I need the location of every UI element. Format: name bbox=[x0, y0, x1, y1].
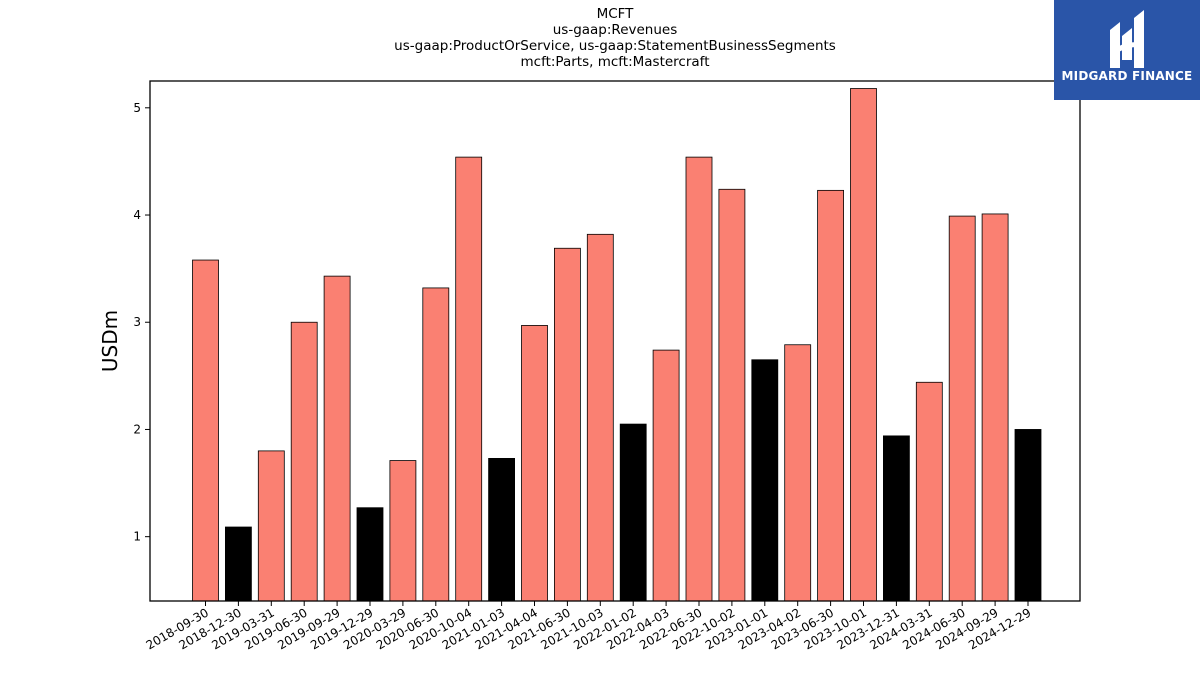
bar-2023-01-01 bbox=[751, 359, 779, 602]
bar-2024-03-31 bbox=[915, 381, 943, 602]
logo-mark-icon bbox=[1110, 10, 1144, 68]
y-tick-label: 3 bbox=[133, 315, 141, 329]
chart-subtitle-members: mcft:Parts, mcft:Mastercraft bbox=[520, 54, 710, 70]
bar-2020-06-30 bbox=[422, 287, 450, 602]
logo-text: MIDGARD FINANCE bbox=[1061, 69, 1193, 83]
bar-2023-12-31 bbox=[883, 435, 910, 602]
chart-subtitle-concept: us-gaap:Revenues bbox=[552, 22, 678, 38]
bar-2019-06-30 bbox=[290, 321, 318, 602]
y-tick-label: 1 bbox=[133, 530, 141, 544]
bar-2023-06-30 bbox=[817, 189, 844, 602]
bar-2021-10-03 bbox=[586, 233, 614, 602]
midgard-finance-logo: MIDGARD FINANCE bbox=[1054, 0, 1200, 100]
plot-frame bbox=[149, 80, 1081, 602]
y-tick-label: 5 bbox=[133, 101, 141, 115]
bar-2019-12-29 bbox=[356, 507, 384, 602]
bar-2022-06-30 bbox=[685, 156, 713, 602]
bar-2018-09-30 bbox=[192, 259, 219, 602]
bar-2023-10-01 bbox=[850, 88, 877, 602]
bar-2022-04-03 bbox=[652, 349, 680, 602]
bar-2021-04-04 bbox=[521, 325, 548, 602]
bar-2019-09-29 bbox=[323, 275, 351, 602]
bar-2020-03-29 bbox=[389, 460, 417, 602]
y-tick-label: 2 bbox=[133, 422, 141, 436]
bar-2024-06-30 bbox=[948, 215, 976, 602]
bar-2020-10-04 bbox=[455, 156, 483, 602]
bar-2022-01-02 bbox=[619, 423, 647, 602]
bar-2023-04-02 bbox=[784, 344, 812, 602]
bar-2024-09-29 bbox=[981, 213, 1009, 602]
chart-subtitle-axes: us-gaap:ProductOrService, us-gaap:Statem… bbox=[394, 38, 836, 54]
bar-2019-03-31 bbox=[257, 450, 285, 602]
bar-2024-12-29 bbox=[1014, 429, 1042, 602]
bar-2022-10-02 bbox=[718, 188, 746, 602]
y-tick-label: 4 bbox=[133, 208, 141, 222]
bar-2021-01-03 bbox=[488, 457, 516, 602]
y-axis-label: USDm bbox=[98, 310, 122, 372]
bar-2018-12-30 bbox=[224, 526, 252, 602]
chart-title: MCFT bbox=[596, 6, 634, 22]
bar-2021-06-30 bbox=[554, 247, 581, 602]
chart-title-block: MCFT us-gaap:Revenues us-gaap:ProductOrS… bbox=[150, 6, 1080, 70]
